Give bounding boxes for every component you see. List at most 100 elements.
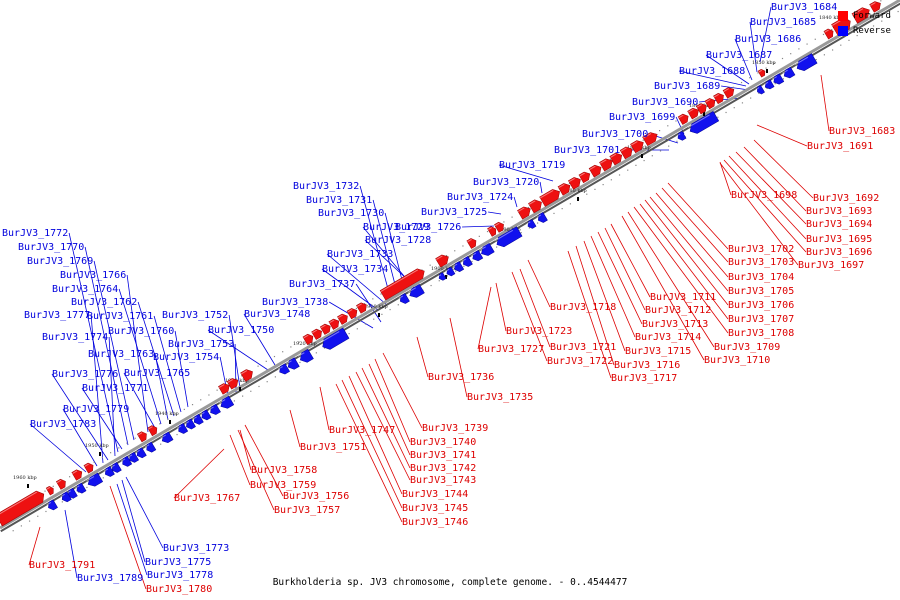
gene-label[interactable]: BurJV3_1702 (728, 244, 794, 255)
gene-label[interactable]: BurJV3_1764 (52, 284, 118, 295)
gene-label[interactable]: BurJV3_1694 (806, 219, 872, 230)
gene-label[interactable]: BurJV3_1773 (163, 543, 229, 554)
gene-label[interactable]: BurJV3_1713 (642, 319, 708, 330)
gene-label[interactable]: BurJV3_1742 (410, 463, 476, 474)
gene-label[interactable]: BurJV3_1728 (365, 235, 431, 246)
gene-label[interactable]: BurJV3_1774 (42, 332, 108, 343)
gene-label[interactable]: BurJV3_1765 (124, 368, 190, 379)
gene-label[interactable]: BurJV3_1727 (478, 344, 544, 355)
gene-label[interactable]: BurJV3_1754 (153, 352, 219, 363)
gene-label[interactable]: BurJV3_1696 (806, 247, 872, 258)
gene-label[interactable]: BurJV3_1718 (550, 302, 616, 313)
gene-label[interactable]: BurJV3_1743 (410, 475, 476, 486)
gene-label[interactable]: BurJV3_1686 (735, 34, 801, 45)
gene-label[interactable]: BurJV3_1703 (728, 257, 794, 268)
gene-label[interactable]: BurJV3_1720 (473, 177, 539, 188)
gene-label[interactable]: BurJV3_1734 (322, 264, 388, 275)
gene-label[interactable]: BurJV3_1748 (244, 309, 310, 320)
gene-label[interactable]: BurJV3_1712 (645, 305, 711, 316)
gene-label[interactable]: BurJV3_1700 (582, 129, 648, 140)
gene-label[interactable]: BurJV3_1783 (30, 419, 96, 430)
gene-label[interactable]: BurJV3_1724 (447, 192, 513, 203)
gene-label[interactable]: BurJV3_1697 (798, 260, 864, 271)
gene-label[interactable]: BurJV3_1761 (87, 311, 153, 322)
gene-label[interactable]: BurJV3_1699 (609, 112, 675, 123)
gene-leader-line (368, 363, 411, 456)
gene-label[interactable]: BurJV3_1687 (706, 50, 772, 61)
gene-label[interactable]: BurJV3_1708 (728, 328, 794, 339)
gene-label[interactable]: BurJV3_1735 (467, 392, 533, 403)
gene-label[interactable]: BurJV3_1758 (251, 465, 317, 476)
gene-label[interactable]: BurJV3_1716 (614, 360, 680, 371)
gene-label[interactable]: BurJV3_1770 (18, 242, 84, 253)
gene-label[interactable]: BurJV3_1740 (410, 437, 476, 448)
gene-label[interactable]: BurJV3_1725 (421, 207, 487, 218)
gene-label[interactable]: BurJV3_1791 (29, 560, 95, 571)
gene-label[interactable]: BurJV3_1684 (771, 2, 837, 13)
gene-label[interactable]: BurJV3_1776 (52, 369, 118, 380)
gene-label[interactable]: BurJV3_1714 (635, 332, 701, 343)
gene-label[interactable]: BurJV3_1729 (363, 222, 429, 233)
gene-label[interactable]: BurJV3_1722 (547, 356, 613, 367)
gene-label[interactable]: BurJV3_1691 (807, 141, 873, 152)
gene-label[interactable]: BurJV3_1726 (395, 222, 461, 233)
gene-label[interactable]: BurJV3_1723 (506, 326, 572, 337)
gene-label[interactable]: BurJV3_1745 (402, 503, 468, 514)
gene-label[interactable]: BurJV3_1721 (550, 342, 616, 353)
gene-label[interactable]: BurJV3_1683 (829, 126, 895, 137)
gene-label[interactable]: BurJV3_1778 (147, 570, 213, 581)
gene-label[interactable]: BurJV3_1762 (71, 297, 137, 308)
gene-label[interactable]: BurJV3_1710 (704, 355, 770, 366)
gene-label[interactable]: BurJV3_1701 (554, 145, 620, 156)
gene-label[interactable]: BurJV3_1779 (63, 404, 129, 415)
gene-label[interactable]: BurJV3_1739 (422, 423, 488, 434)
gene-label[interactable]: BurJV3_1744 (402, 489, 468, 500)
gene-label[interactable]: BurJV3_1750 (208, 325, 274, 336)
gene-label[interactable]: BurJV3_1737 (289, 279, 355, 290)
gene-label[interactable]: BurJV3_1730 (318, 208, 384, 219)
gene-label[interactable]: BurJV3_1777 (24, 310, 90, 321)
gene-label[interactable]: BurJV3_1704 (728, 272, 794, 283)
gene-label[interactable]: BurJV3_1747 (329, 425, 395, 436)
gene-label[interactable]: BurJV3_1757 (274, 505, 340, 516)
gene-label[interactable]: BurJV3_1709 (714, 342, 780, 353)
gene-label[interactable]: BurJV3_1717 (611, 373, 677, 384)
gene-label[interactable]: BurJV3_1688 (679, 66, 745, 77)
gene-label[interactable]: BurJV3_1706 (728, 300, 794, 311)
gene-label[interactable]: BurJV3_1715 (625, 346, 691, 357)
gene-label[interactable]: BurJV3_1771 (82, 383, 148, 394)
gene-label[interactable]: BurJV3_1775 (145, 557, 211, 568)
gene-label[interactable]: BurJV3_1692 (813, 193, 879, 204)
gene-label[interactable]: BurJV3_1769 (27, 256, 93, 267)
gene-label[interactable]: BurJV3_1705 (728, 286, 794, 297)
gene-label[interactable]: BurJV3_1695 (806, 234, 872, 245)
gene-label[interactable]: BurJV3_1736 (428, 372, 494, 383)
gene-label[interactable]: BurJV3_1763 (88, 349, 154, 360)
gene-label[interactable]: BurJV3_1753 (168, 339, 234, 350)
gene-label[interactable]: BurJV3_1780 (146, 584, 212, 595)
gene-label[interactable]: BurJV3_1731 (306, 195, 372, 206)
gene-label[interactable]: BurJV3_1698 (731, 190, 797, 201)
gene-label[interactable]: BurJV3_1756 (283, 491, 349, 502)
gene-label[interactable]: BurJV3_1759 (250, 480, 316, 491)
gene-label[interactable]: BurJV3_1719 (499, 160, 565, 171)
gene-label[interactable]: BurJV3_1752 (162, 310, 228, 321)
gene-label[interactable]: BurJV3_1733 (327, 249, 393, 260)
gene-arrow-body (695, 103, 707, 115)
gene-label[interactable]: BurJV3_1689 (654, 81, 720, 92)
gene-label[interactable]: BurJV3_1707 (728, 314, 794, 325)
gene-label[interactable]: BurJV3_1741 (410, 450, 476, 461)
gene-label[interactable]: BurJV3_1767 (174, 493, 240, 504)
gene-label[interactable]: BurJV3_1693 (806, 206, 872, 217)
gene-label[interactable]: BurJV3_1760 (108, 326, 174, 337)
gene-label[interactable]: BurJV3_1738 (262, 297, 328, 308)
gene-label[interactable]: BurJV3_1690 (632, 97, 698, 108)
gene-label[interactable]: BurJV3_1685 (750, 17, 816, 28)
gene-label[interactable]: BurJV3_1789 (77, 573, 143, 584)
gene-label[interactable]: BurJV3_1746 (402, 517, 468, 528)
gene-label[interactable]: BurJV3_1766 (60, 270, 126, 281)
gene-label[interactable]: BurJV3_1772 (2, 228, 68, 239)
gene-label[interactable]: BurJV3_1751 (300, 442, 366, 453)
gene-label[interactable]: BurJV3_1711 (650, 292, 716, 303)
gene-label[interactable]: BurJV3_1732 (293, 181, 359, 192)
